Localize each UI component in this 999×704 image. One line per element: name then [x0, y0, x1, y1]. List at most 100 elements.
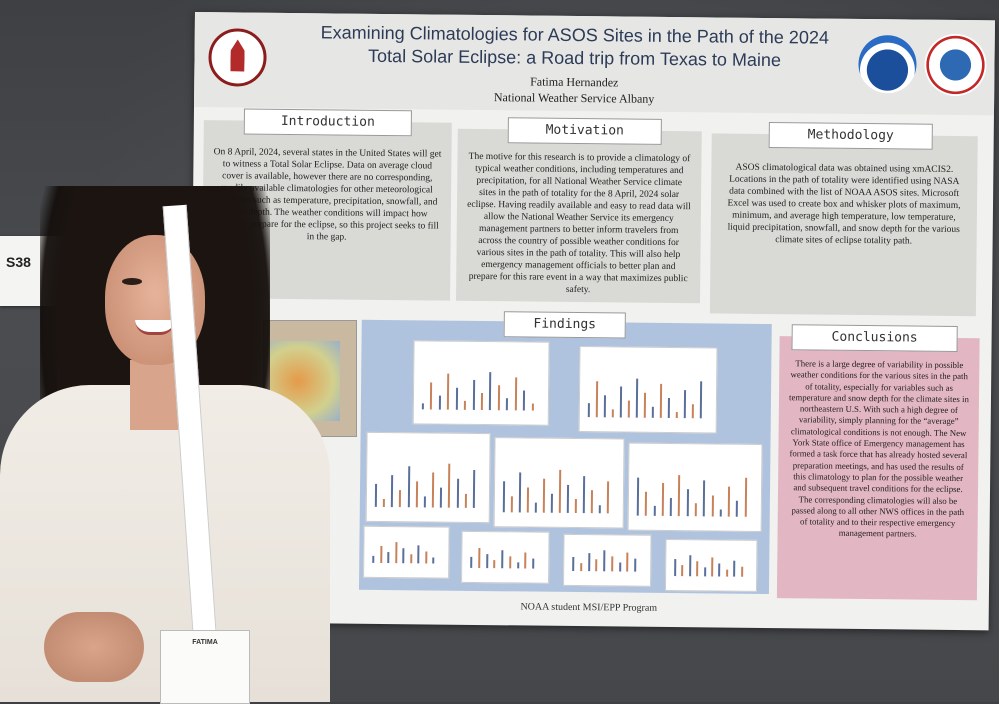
chart-bar	[674, 558, 677, 577]
chart-bar	[407, 466, 410, 508]
findings-section	[358, 319, 772, 595]
chart-bar	[399, 490, 402, 508]
findings-chart	[363, 525, 450, 579]
chart-bar	[456, 478, 459, 508]
chart-bar	[480, 393, 484, 411]
poster-title-line2: Total Solar Eclipse: a Road trip from Te…	[368, 45, 782, 71]
chart-bar	[502, 481, 506, 513]
chart-bar	[455, 387, 458, 410]
chart-bar	[506, 398, 509, 411]
chart-bar	[733, 560, 736, 577]
chart-bar	[598, 505, 601, 514]
chart-bar	[417, 545, 420, 564]
chart-bar	[574, 499, 577, 514]
chart-bar	[524, 552, 527, 569]
poster-header: Examining Climatologies for ASOS Sites i…	[194, 12, 995, 116]
chart-bar	[661, 483, 664, 516]
chart-bar	[566, 484, 570, 513]
chart-bar	[542, 478, 546, 513]
findings-chart	[493, 437, 625, 529]
chart-bar	[579, 562, 583, 572]
chart-bar	[645, 491, 648, 516]
chart-bar	[651, 406, 654, 418]
chart-bar	[587, 403, 590, 418]
chart-bar	[489, 371, 492, 411]
chart-bar	[727, 486, 731, 517]
poster-title: Examining Climatologies for ASOS Sites i…	[294, 21, 854, 73]
chart-bar	[410, 554, 413, 564]
motivation-section: The motive for this research is to provi…	[455, 128, 702, 304]
chart-bar	[618, 562, 621, 572]
motivation-text: The motive for this research is to provi…	[467, 151, 691, 296]
chart-bar	[374, 484, 378, 507]
chart-bar	[415, 481, 418, 508]
chart-bar	[606, 481, 610, 514]
chart-bar	[595, 381, 599, 418]
chart-bar	[463, 400, 467, 410]
chart-bar	[534, 502, 537, 513]
chart-bar	[603, 395, 607, 418]
poster-author-block: Fatima Hernandez National Weather Servic…	[294, 71, 854, 109]
chart-bar	[447, 374, 450, 410]
chart-bar	[736, 500, 739, 517]
chart-bar	[372, 555, 375, 563]
chart-bar	[643, 392, 647, 418]
chart-bar	[497, 385, 500, 411]
booth-number: S38	[6, 254, 31, 270]
chart-bar	[509, 556, 512, 569]
chart-bar	[532, 558, 535, 569]
chart-bar	[485, 553, 488, 569]
motivation-heading: Motivation	[507, 117, 662, 145]
chart-bar	[669, 497, 673, 517]
chart-bar	[587, 553, 590, 572]
chart-bar	[493, 559, 496, 569]
chart-bar	[691, 403, 694, 419]
chart-bar	[683, 389, 687, 419]
chart-bar	[678, 474, 681, 517]
findings-heading: Findings	[503, 311, 626, 339]
chart-bar	[725, 569, 728, 577]
chart-bar	[590, 490, 594, 514]
presenter-hand	[44, 612, 144, 682]
chart-bar	[391, 475, 394, 508]
chart-bar	[531, 403, 534, 411]
chart-bar	[694, 503, 697, 517]
chart-bar	[516, 562, 519, 569]
findings-chart	[563, 533, 652, 587]
chart-bar	[675, 412, 678, 419]
conclusions-heading: Conclusions	[791, 324, 958, 353]
chart-bar	[688, 555, 692, 577]
chart-bar	[627, 400, 630, 418]
chart-bar	[472, 469, 476, 508]
chart-bar	[440, 487, 443, 508]
chart-bar	[626, 552, 629, 572]
chart-bar	[611, 556, 614, 572]
chart-bar	[603, 549, 606, 572]
chart-bar	[582, 475, 586, 514]
chart-bar	[387, 552, 390, 564]
chart-bar	[510, 496, 513, 513]
findings-chart	[412, 340, 550, 426]
chart-bar	[572, 556, 575, 572]
chart-bar	[430, 382, 433, 410]
chart-bar	[558, 469, 562, 513]
chart-bar	[703, 567, 706, 577]
conclusions-section: There is a large degree of variability i…	[776, 336, 980, 601]
chart-bar	[438, 395, 441, 410]
chart-bar	[448, 463, 451, 508]
chart-bar	[740, 566, 743, 577]
chart-bar	[518, 472, 522, 513]
chart-bar	[718, 563, 721, 577]
chart-bar	[514, 377, 517, 411]
chart-bar	[522, 390, 526, 411]
chart-bar	[619, 386, 623, 418]
methodology-section: ASOS climatological data was obtained us…	[709, 133, 978, 317]
chart-bar	[711, 557, 714, 577]
chart-bar	[382, 499, 386, 508]
methodology-heading: Methodology	[768, 122, 933, 150]
findings-chart	[365, 431, 491, 524]
chart-bar	[470, 557, 473, 568]
chart-bar	[667, 398, 670, 418]
chart-bar	[686, 489, 689, 517]
introduction-heading: Introduction	[243, 108, 412, 137]
